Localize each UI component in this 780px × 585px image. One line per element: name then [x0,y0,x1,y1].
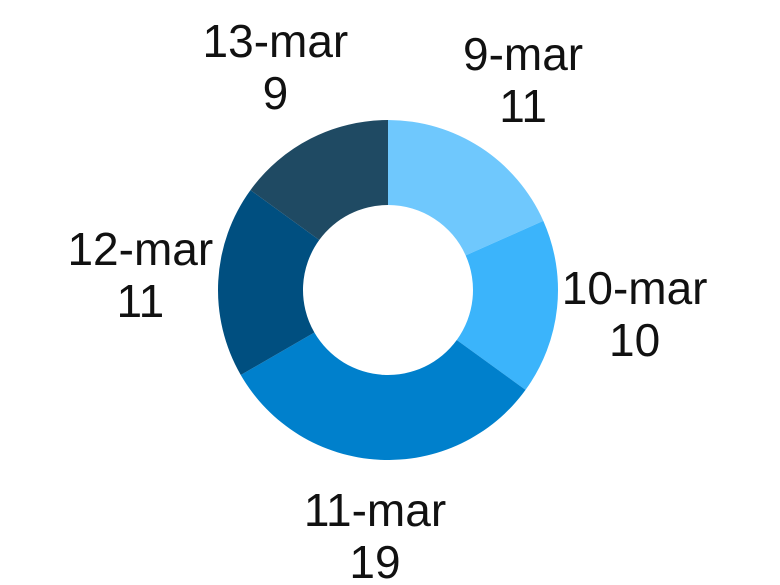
value-label: 9 [263,67,289,119]
donut-slice [250,119,388,241]
slice-label: 10-mar [562,262,708,314]
value-label: 11 [116,275,164,327]
donut-slice [456,220,559,390]
slice-label: 11-mar [304,484,446,536]
donut-slice [218,190,320,375]
value-label: 19 [349,536,400,585]
slice-label: 13-mar [203,15,349,67]
slice-label: 12-mar [67,223,213,275]
slice-label: 9-mar [463,28,583,80]
value-label: 11 [499,80,547,132]
value-label: 10 [609,314,660,366]
donut-slice [240,332,526,460]
donut-slice [388,120,544,256]
